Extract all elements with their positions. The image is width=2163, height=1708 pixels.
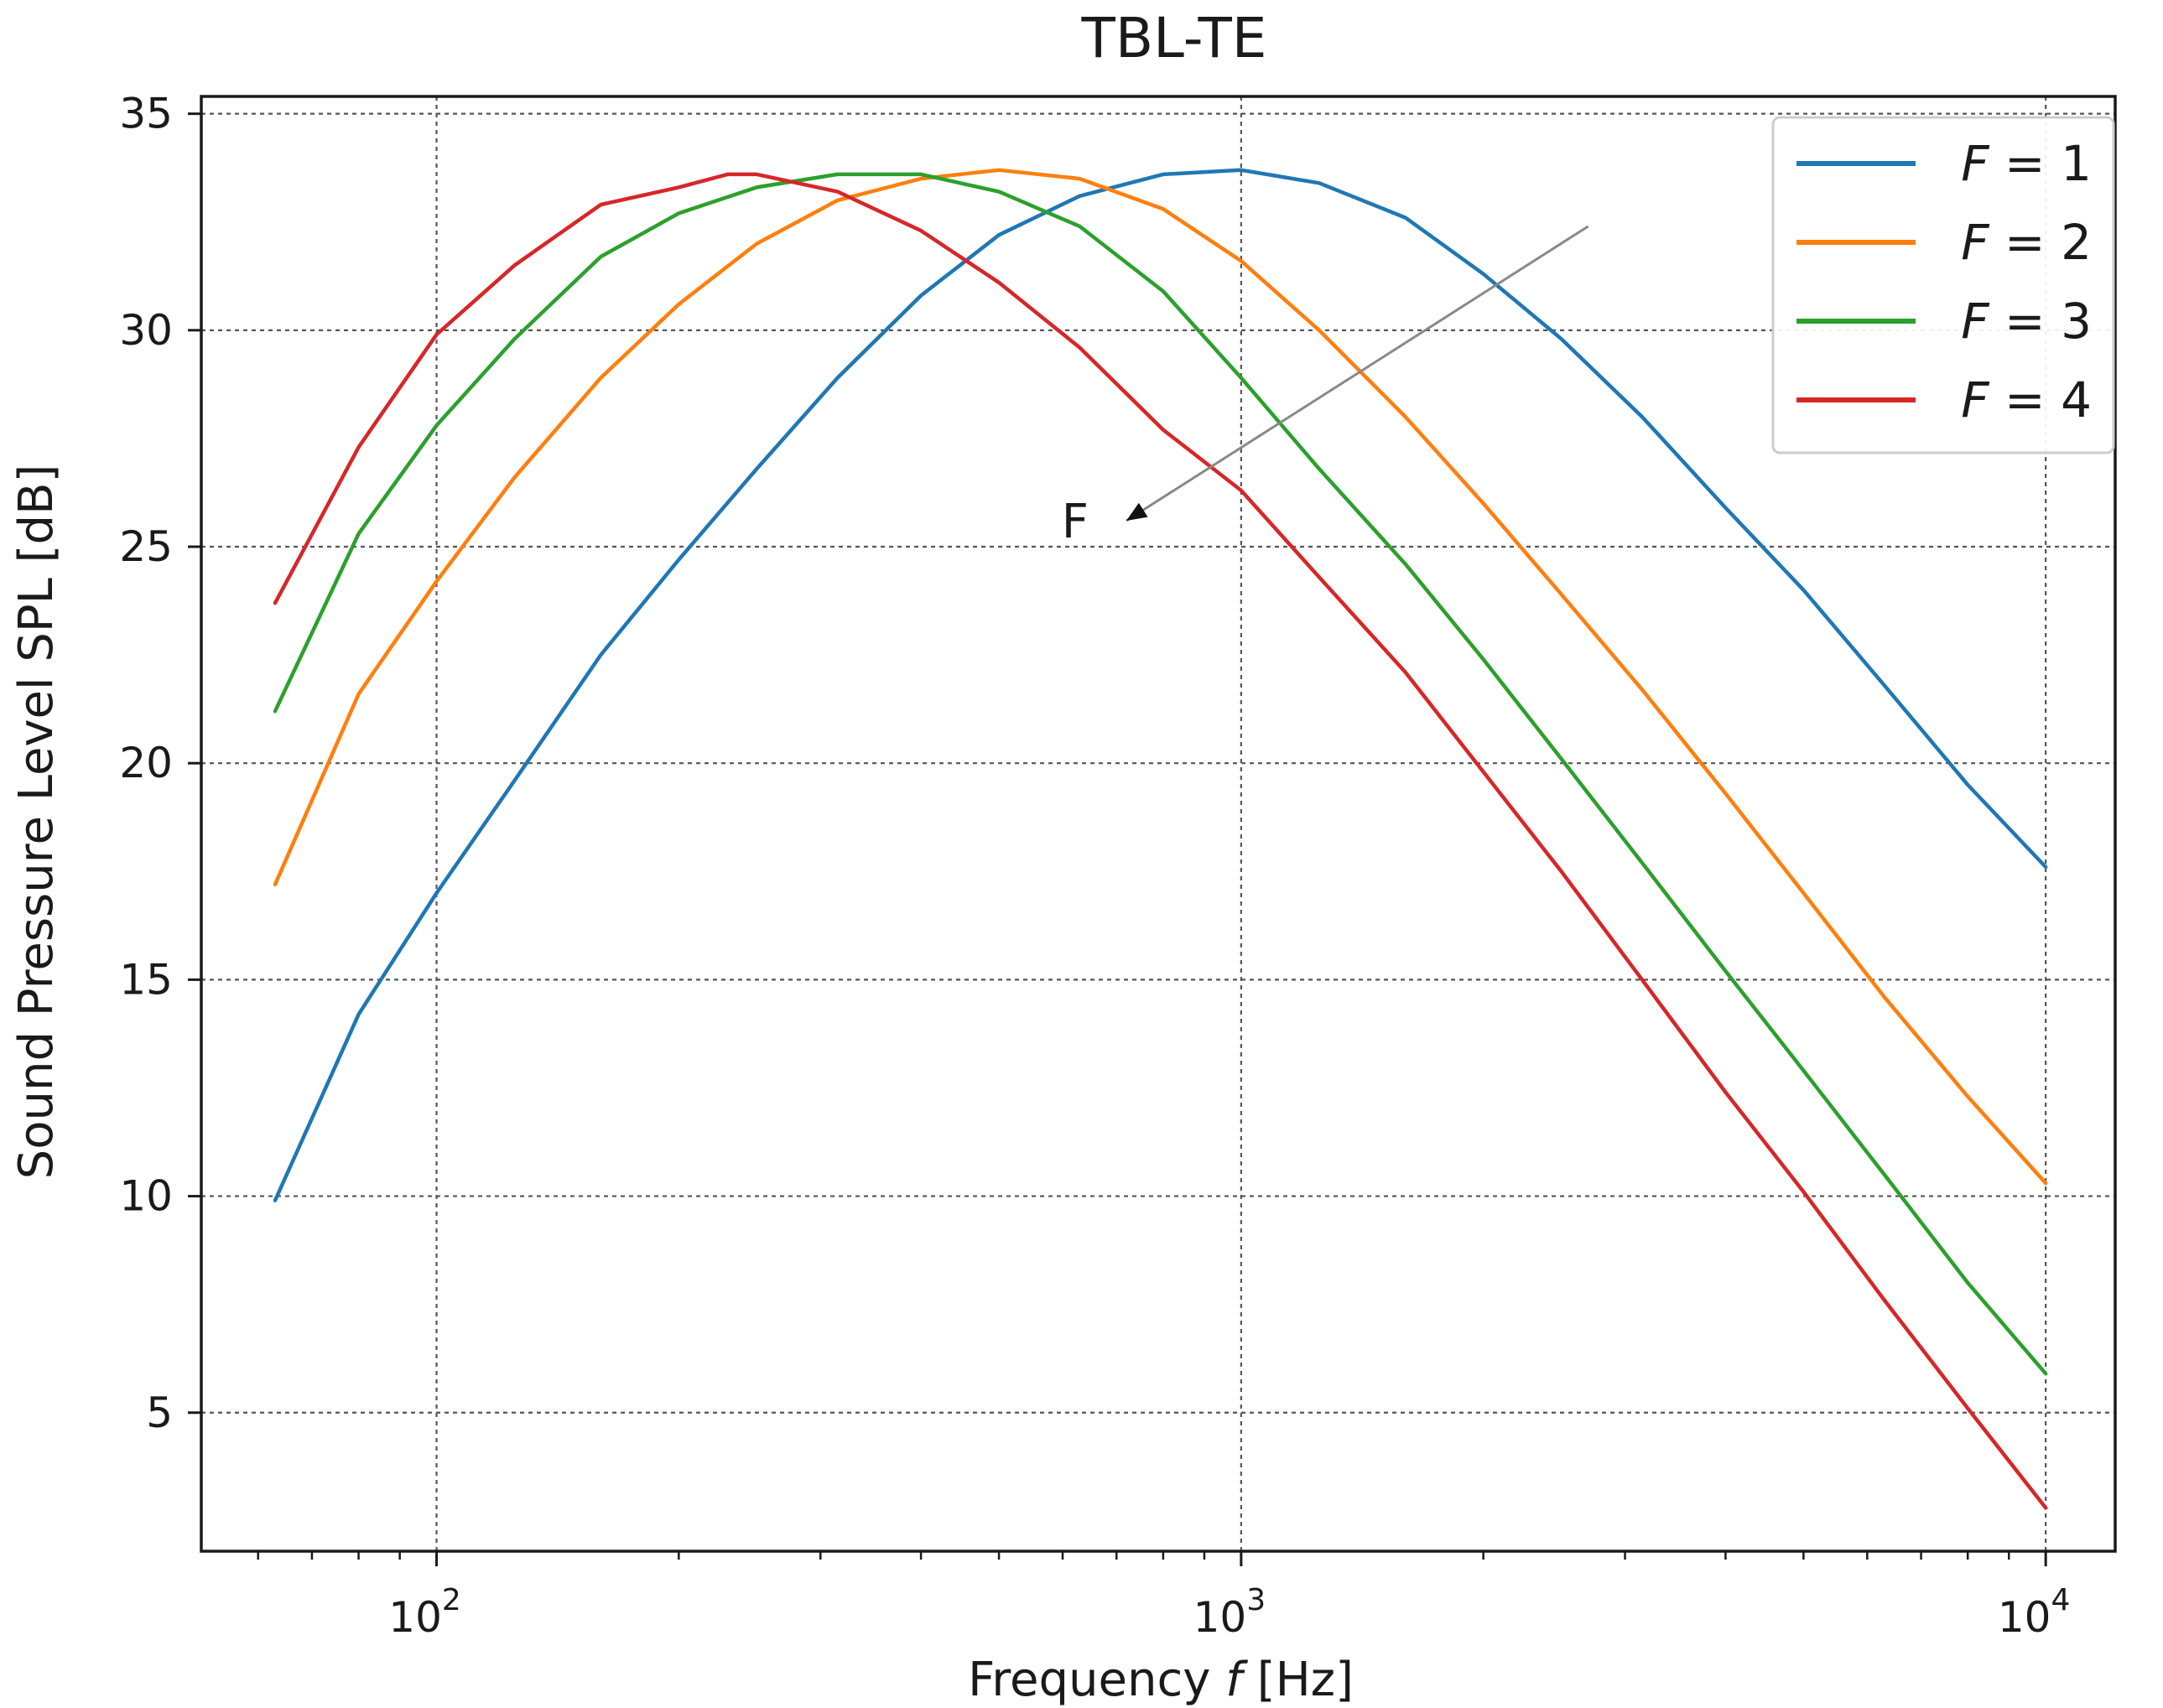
x-axis-title: Frequency f [Hz] (968, 1653, 1354, 1707)
series-line-f2 (273, 168, 2048, 1186)
annotation-arrow-head (1126, 502, 1148, 522)
chart-title: TBL-TE (1081, 6, 1267, 70)
axis-ticks: 5 10 15 20 25 30 35 102 103 104 (119, 90, 2070, 1642)
series-line-f1 (273, 168, 2048, 1202)
annotation-arrow-line (1126, 225, 1589, 522)
x-tick-label: 103 (1193, 1583, 1266, 1642)
x-tick-label: 104 (1998, 1583, 2071, 1642)
legend-box (1771, 116, 2115, 454)
y-tick-label: 15 (119, 955, 173, 1004)
legend-label: F = 3 (1961, 293, 2092, 350)
series-lines (273, 168, 2048, 1510)
series-line-f4 (273, 172, 2048, 1510)
plot-frame (200, 95, 2117, 1553)
y-axis-title: Sound Pressure Level SPL [dB] (9, 465, 64, 1180)
y-tick-label: 35 (119, 90, 173, 138)
y-tick-label: 5 (146, 1389, 173, 1437)
annotation-label: F (1062, 495, 1089, 549)
legend-label: F = 4 (1961, 371, 2092, 428)
series-line-f3 (273, 172, 2048, 1376)
y-tick-label: 30 (119, 306, 173, 355)
x-tick-label: 102 (388, 1583, 461, 1642)
y-tick-label: 20 (119, 739, 173, 787)
y-tick-label: 25 (119, 522, 173, 571)
y-tick-label: 10 (119, 1172, 173, 1221)
legend-label: F = 2 (1961, 214, 2092, 271)
legend: F = 1 F = 2 F = 3 F = 4 (1771, 116, 2115, 454)
annotation: F (1062, 225, 1589, 549)
legend-label: F = 1 (1961, 135, 2092, 192)
